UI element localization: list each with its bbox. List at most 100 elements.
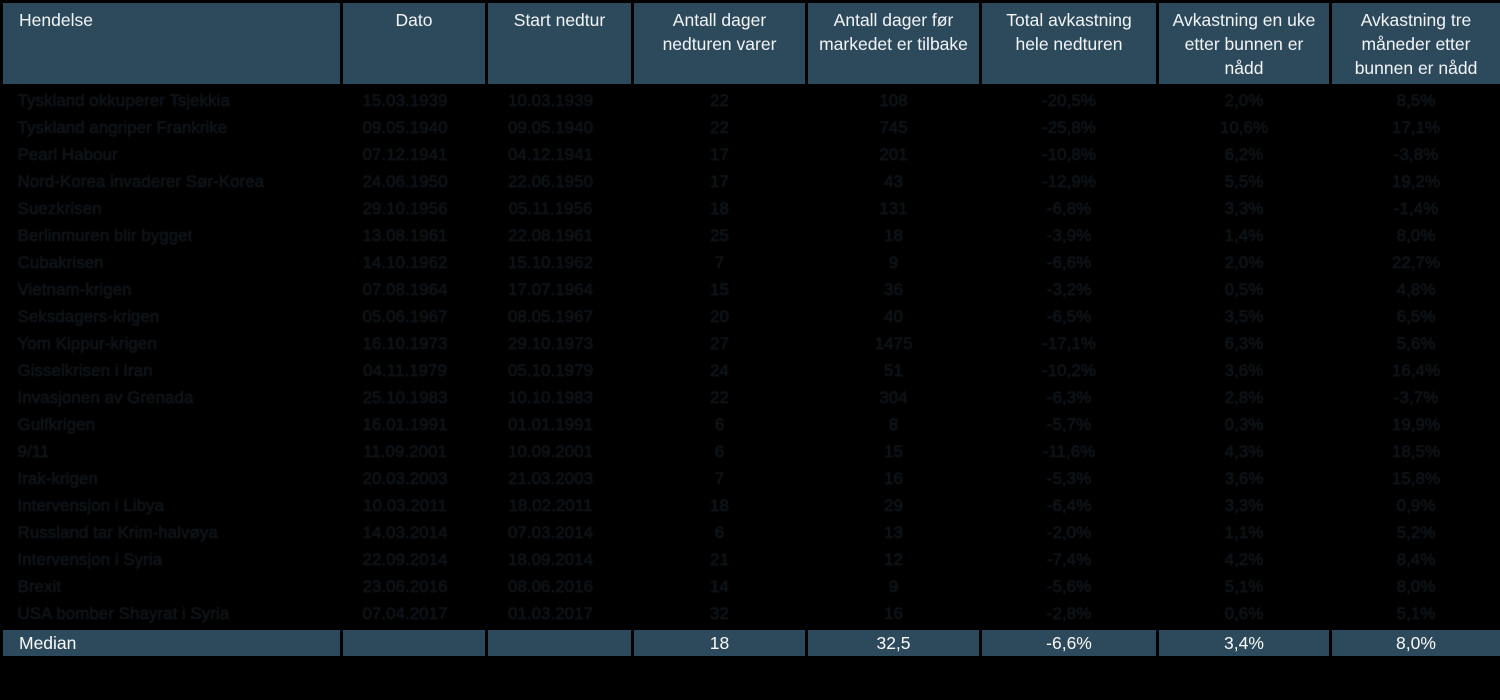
value-cell: -12,9%	[1042, 171, 1096, 191]
event-cell: Tyskland angriper Frankrike	[17, 117, 228, 137]
value-cell: 25.10.1983	[362, 387, 448, 407]
value-cell: 07.12.1941	[362, 144, 448, 164]
median-label: Median	[0, 627, 343, 659]
value-cell: -3,7%	[1393, 387, 1439, 407]
value-cell: 29.10.1973	[507, 333, 594, 353]
value-cell: 10.03.1939	[507, 90, 594, 110]
median-antall-dager-nedturen-varer: 18	[631, 627, 808, 659]
header-row: Hendelse Dato Start nedtur Antall dager …	[0, 0, 1500, 87]
value-cell: 13.08.1961	[362, 225, 448, 245]
event-cell: Russland tar Krim-halvøya	[17, 522, 218, 542]
table-row: Pearl Habour 07.12.1941 04.12.1941 17 201 -10…	[2, 141, 1500, 168]
value-cell: 14	[710, 576, 729, 596]
event-cell: Intervensjon i Libya	[17, 495, 164, 515]
value-cell: -10,8%	[1042, 144, 1096, 164]
value-cell: 16	[884, 603, 903, 623]
value-cell: 3,6%	[1224, 360, 1264, 380]
value-cell: 22.06.1950	[507, 171, 594, 191]
value-cell: 17,1%	[1391, 117, 1441, 137]
value-cell: 4,3%	[1224, 441, 1264, 461]
table-row: Intervensjon i Syria 22.09.2014 18.09.2014…	[2, 546, 1500, 573]
value-cell: 7	[714, 252, 725, 272]
value-cell: 32	[710, 603, 729, 623]
value-cell: -6,3%	[1046, 387, 1092, 407]
value-cell: 8,4%	[1396, 549, 1436, 569]
value-cell: 3,3%	[1224, 495, 1264, 515]
value-cell: 6	[714, 522, 725, 542]
value-cell: 5,5%	[1224, 171, 1264, 191]
value-cell: 15	[884, 441, 903, 461]
value-cell: 16,4%	[1391, 360, 1441, 380]
event-cell: Invasjonen av Grenada	[17, 387, 194, 407]
value-cell: 0,9%	[1396, 495, 1436, 515]
value-cell: 17	[710, 144, 729, 164]
value-cell: 8,0%	[1396, 576, 1436, 596]
value-cell: 5,1%	[1396, 603, 1436, 623]
value-cell: 16	[884, 468, 903, 488]
table-header: Hendelse Dato Start nedtur Antall dager …	[0, 0, 1500, 87]
value-cell: 09.05.1940	[362, 117, 448, 137]
value-cell: -5,6%	[1046, 576, 1092, 596]
table-row: Intervensjon i Libya 10.03.2011 18.02.2011…	[2, 492, 1500, 519]
value-cell: 29	[884, 495, 903, 515]
value-cell: 1,1%	[1224, 522, 1264, 542]
table-row: Vietnam-krigen 07.08.1964 17.07.1964 15 36 -3…	[2, 276, 1500, 303]
table-row: Gulfkrigen 16.01.1991 01.01.1991 6 8 -5,7% 0,3…	[2, 411, 1500, 438]
value-cell: 6	[714, 414, 725, 434]
value-cell: 3,5%	[1224, 306, 1264, 326]
value-cell: 2,0%	[1224, 252, 1264, 272]
value-cell: 10,6%	[1219, 117, 1269, 137]
value-cell: 22.08.1961	[507, 225, 594, 245]
table-row: Invasjonen av Grenada 25.10.1983 10.10.198…	[2, 384, 1500, 411]
table-row: USA bomber Shayrat i Syria 07.04.2017 01.0…	[2, 600, 1500, 629]
value-cell: 8	[888, 414, 899, 434]
value-cell: 17	[710, 171, 729, 191]
value-cell: -7,4%	[1046, 549, 1092, 569]
value-cell: 5,1%	[1224, 576, 1264, 596]
value-cell: 131	[879, 198, 908, 218]
value-cell: 9	[888, 576, 899, 596]
table-body: Tyskland okkuperer Tsjekkia 15.03.1939 10.…	[2, 86, 1500, 629]
value-cell: 16.01.1991	[362, 414, 448, 434]
value-cell: 05.10.1979	[507, 360, 594, 380]
value-cell: 15.10.1962	[507, 252, 594, 272]
value-cell: 14.03.2014	[362, 522, 448, 542]
value-cell: 08.06.2016	[507, 576, 594, 596]
event-cell: USA bomber Shayrat i Syria	[17, 603, 230, 623]
table-row: Nord-Korea invaderer Sør-Korea 24.06.1950…	[2, 168, 1500, 195]
value-cell: 40	[884, 306, 903, 326]
value-cell: 8,5%	[1396, 90, 1436, 110]
value-cell: 4,8%	[1396, 279, 1436, 299]
value-cell: 2,8%	[1224, 387, 1264, 407]
value-cell: 22	[710, 117, 729, 137]
event-cell: 9/11	[17, 441, 50, 461]
value-cell: 36	[884, 279, 903, 299]
table-row: Seksdagers-krigen 05.06.1967 08.05.1967 20 4…	[2, 303, 1500, 330]
table-row: Suezkrisen 29.10.1956 05.11.1956 18 131 -6,8%…	[2, 195, 1500, 222]
value-cell: 11.09.2001	[363, 441, 447, 461]
value-cell: 1475	[874, 333, 913, 353]
value-cell: 15.03.1939	[362, 90, 448, 110]
column-header-antall-dager-for-markedet-er-tilbake: Antall dager før markedet er tilbake	[805, 0, 982, 87]
table-row: Irak-krigen 20.03.2003 21.03.2003 7 16 -5,3% 3…	[2, 465, 1500, 492]
value-cell: 18,5%	[1391, 441, 1441, 461]
value-cell: -11,6%	[1042, 441, 1096, 461]
value-cell: 24	[710, 360, 729, 380]
event-cell: Gulfkrigen	[17, 414, 95, 434]
value-cell: -3,2%	[1046, 279, 1092, 299]
column-header-dato: Dato	[340, 0, 488, 87]
value-cell: 0,3%	[1224, 414, 1264, 434]
event-cell: Brexit	[17, 576, 61, 596]
value-cell: -10,2%	[1042, 360, 1096, 380]
value-cell: 3,6%	[1224, 468, 1264, 488]
column-header-antall-dager-nedturen-varer: Antall dager nedturen varer	[631, 0, 808, 87]
value-cell: 14.10.1962	[362, 252, 448, 272]
value-cell: 29.10.1956	[362, 198, 448, 218]
value-cell: 07.03.2014	[507, 522, 594, 542]
value-cell: 1,4%	[1224, 225, 1264, 245]
value-cell: 15	[710, 279, 729, 299]
value-cell: 0,6%	[1224, 603, 1264, 623]
table-row: Gisselkrisen i Iran 04.11.1979 05.10.1979 2…	[2, 357, 1500, 384]
value-cell: 8,0%	[1396, 225, 1436, 245]
value-cell: 22.09.2014	[362, 549, 448, 569]
